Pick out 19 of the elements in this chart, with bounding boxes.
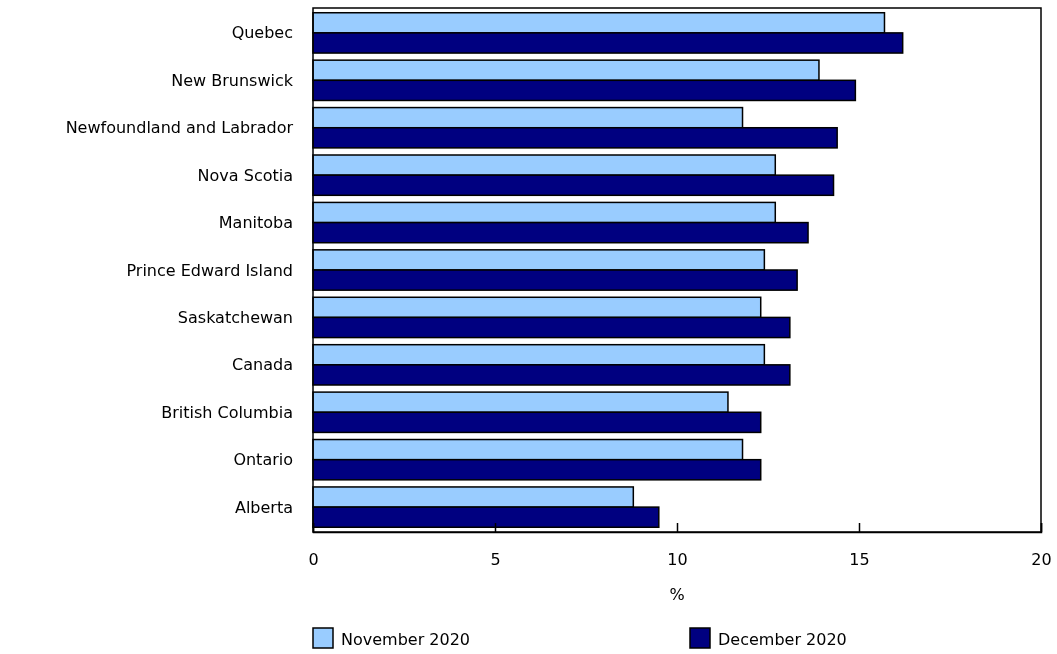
y-tick-label: British Columbia — [161, 402, 293, 422]
x-tick-label: 10 — [667, 550, 688, 570]
x-tick-label: 15 — [849, 550, 870, 570]
x-tick-label: 0 — [308, 550, 319, 570]
y-tick-label: Ontario — [233, 450, 293, 470]
y-tick-label: Prince Edward Island — [126, 260, 293, 280]
y-tick-label: Quebec — [231, 23, 293, 43]
y-tick-label: Alberta — [234, 497, 293, 517]
legend-label: December 2020 — [718, 629, 847, 649]
x-tick-label: 20 — [1031, 550, 1052, 570]
x-axis-title: % — [669, 585, 685, 604]
y-tick-label: Manitoba — [218, 213, 293, 233]
y-tick-label: New Brunswick — [171, 70, 294, 90]
y-tick-label: Saskatchewan — [177, 308, 293, 328]
y-tick-label: Canada — [232, 355, 293, 375]
y-tick-label: Newfoundland and Labrador — [65, 118, 294, 138]
y-tick-label: Nova Scotia — [197, 165, 293, 185]
legend-label: November 2020 — [341, 629, 471, 649]
x-tick-label: 5 — [490, 550, 501, 570]
